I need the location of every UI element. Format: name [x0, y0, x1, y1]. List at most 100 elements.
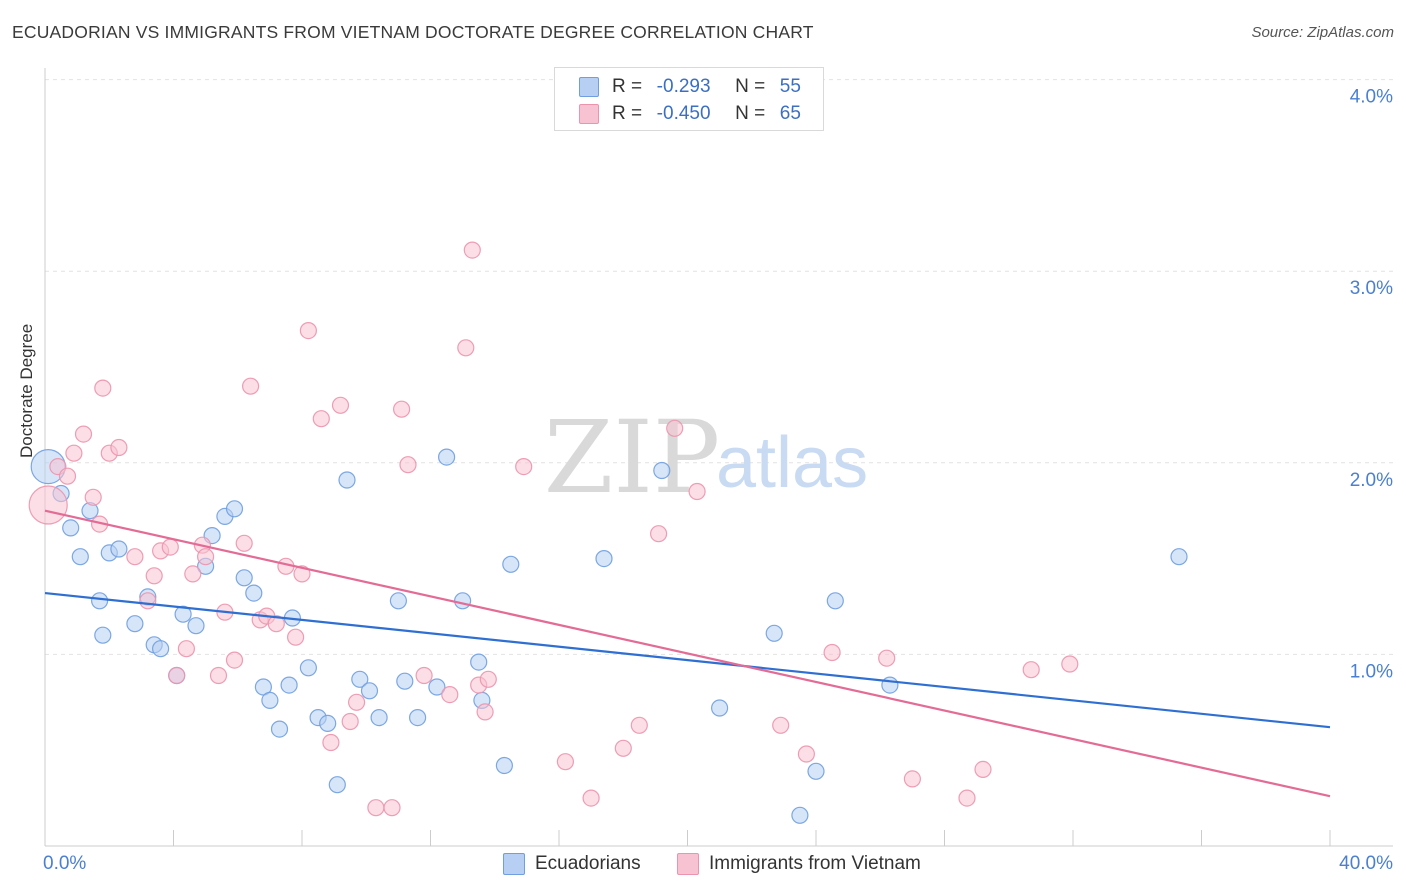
data-point-vietnam [958, 789, 976, 807]
data-point-vietnam [582, 789, 600, 807]
data-point-ecuadorian [261, 691, 279, 710]
data-point-ecuadorian [94, 626, 112, 644]
data-point-ecuadorian [235, 569, 253, 587]
data-point-ecuadorian [338, 471, 356, 489]
legend-label: Ecuadorians [535, 853, 641, 874]
data-point-ecuadorian [438, 448, 456, 466]
data-point-vietnam [457, 339, 475, 357]
data-point-vietnam [94, 379, 112, 397]
data-point-ecuadorian [495, 756, 513, 775]
data-point-ecuadorian [71, 548, 89, 566]
data-point-vietnam [225, 651, 244, 669]
data-point-vietnam [28, 485, 68, 525]
legend-swatch-pink [579, 104, 599, 124]
data-point-ecuadorian [428, 678, 446, 696]
data-point-vietnam [974, 760, 992, 779]
watermark-atlas: atlas [716, 423, 868, 503]
data-point-vietnam [393, 400, 411, 418]
legend-r-label: R = [612, 76, 643, 97]
data-point-vietnam [177, 640, 195, 658]
data-point-ecuadorian [454, 592, 472, 610]
data-point-ecuadorian [152, 640, 170, 658]
data-point-ecuadorian [328, 776, 346, 794]
data-point-ecuadorian [389, 592, 407, 610]
data-point-vietnam [479, 670, 497, 688]
data-point-ecuadorian [470, 653, 488, 671]
data-point-vietnam [299, 322, 317, 340]
data-point-ecuadorian [62, 519, 80, 537]
data-point-vietnam [267, 615, 285, 633]
data-point-ecuadorian [319, 714, 337, 733]
data-point-vietnam [58, 467, 77, 485]
data-point-vietnam [1061, 655, 1079, 673]
data-point-ecuadorian [90, 592, 109, 610]
data-point-ecuadorian [270, 720, 289, 738]
data-point-vietnam [649, 525, 668, 543]
legend-swatch-blue [503, 853, 525, 875]
data-point-vietnam [348, 693, 366, 711]
data-point-ecuadorian [826, 592, 844, 610]
legend-swatch-blue [579, 77, 599, 97]
data-point-vietnam [441, 685, 459, 704]
legend-n-label: N = [735, 76, 766, 97]
x-tick-label: 0.0% [43, 853, 86, 874]
trend-line-ecuadorians [44, 591, 1331, 729]
data-point-vietnam [399, 456, 417, 474]
legend-r-value: -0.450 [656, 103, 711, 124]
legend-n-value: 55 [779, 76, 801, 97]
data-point-vietnam [614, 739, 632, 757]
data-point-vietnam [209, 666, 228, 685]
data-point-vietnam [74, 425, 93, 443]
data-point-vietnam [84, 488, 102, 506]
data-point-ecuadorian [299, 659, 317, 677]
data-point-vietnam [65, 444, 83, 462]
trend-line-vietnam [44, 509, 1331, 798]
data-point-vietnam [383, 799, 401, 817]
data-point-vietnam [161, 538, 179, 556]
data-point-vietnam [197, 548, 215, 566]
data-point-ecuadorian [502, 555, 520, 573]
data-point-vietnam [878, 649, 896, 667]
chart-title: ECUADORIAN VS IMMIGRANTS FROM VIETNAM DO… [12, 22, 814, 42]
data-point-vietnam [476, 703, 494, 721]
data-point-vietnam [341, 712, 359, 731]
data-point-ecuadorian [710, 699, 729, 717]
data-point-vietnam [126, 548, 144, 566]
data-points [28, 241, 1188, 824]
data-point-ecuadorian [280, 676, 298, 694]
data-point-vietnam [139, 592, 157, 610]
y-tick-label: 2.0% [1350, 470, 1393, 491]
data-point-ecuadorian [653, 461, 671, 480]
data-point-ecuadorian [396, 672, 414, 690]
y-tick-label: 1.0% [1350, 661, 1393, 682]
data-point-ecuadorian [807, 762, 825, 780]
data-point-vietnam [322, 733, 340, 752]
watermark: ZIP atlas [544, 399, 868, 516]
data-point-vietnam [772, 716, 790, 734]
data-point-vietnam [556, 753, 575, 771]
data-point-ecuadorian [791, 806, 809, 824]
data-point-vietnam [630, 716, 648, 734]
y-axis-label: Doctorate Degree [17, 323, 36, 458]
x-tick-label: 40.0% [1339, 853, 1393, 874]
legend-swatch-pink [677, 853, 699, 875]
legend-n-label: N = [735, 103, 766, 124]
data-point-ecuadorian [409, 708, 427, 727]
data-point-vietnam [242, 377, 260, 395]
legend-r-label: R = [612, 103, 643, 124]
y-tick-label: 3.0% [1350, 278, 1393, 299]
data-point-vietnam [463, 241, 481, 259]
data-point-vietnam [145, 567, 163, 585]
data-point-ecuadorian [174, 605, 192, 623]
data-point-ecuadorian [881, 676, 899, 694]
data-point-ecuadorian [360, 682, 379, 700]
data-point-vietnam [1022, 661, 1040, 679]
data-point-vietnam [235, 534, 253, 552]
data-point-vietnam [415, 666, 433, 685]
tick-labels: 1.0% 2.0% 3.0% 4.0% 0.0% 40.0% [43, 87, 1393, 874]
data-point-vietnam [312, 410, 330, 428]
trend-lines [44, 509, 1331, 798]
correlation-legend: R = -0.293 N = 55 R = -0.450 N = 65 [554, 67, 824, 131]
data-point-ecuadorian [370, 708, 388, 727]
